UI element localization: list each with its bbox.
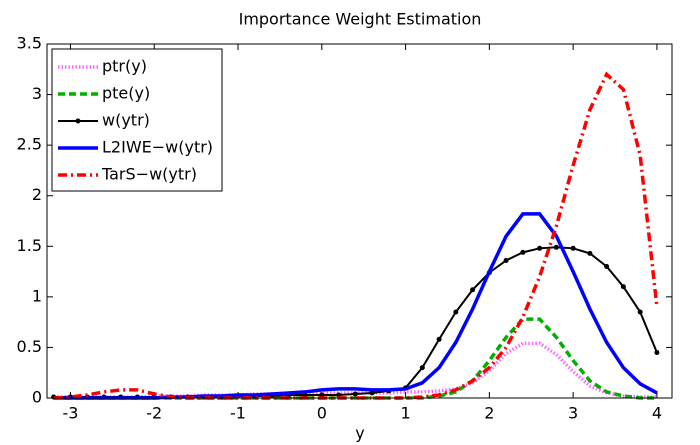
x-tick-label: 0 <box>317 404 327 423</box>
x-tick-label: -2 <box>146 404 162 423</box>
legend-label: ptr(y) <box>102 57 147 76</box>
data-point <box>637 309 643 315</box>
plot-frame <box>46 43 673 399</box>
y-tick-label: 0 <box>32 388 42 407</box>
data-line <box>53 71 659 400</box>
y-tick-label: 0.5 <box>17 337 42 356</box>
x-tick-label: 3 <box>568 404 578 423</box>
legend: ptr(y) pte(y) w(ytr) L2IWE−w(ytr) TarS−w(ytr… <box>51 48 223 192</box>
y-tick-label: 3 <box>32 84 42 103</box>
data-point <box>503 257 509 263</box>
data-point <box>604 264 610 270</box>
data-point <box>470 287 476 293</box>
x-tick-label: 4 <box>652 404 662 423</box>
legend-label: pte(y) <box>102 84 150 103</box>
data-point <box>570 245 576 251</box>
data-point <box>654 349 660 355</box>
data-point <box>319 392 325 398</box>
data-point <box>436 336 442 342</box>
y-tick-label: 3.5 <box>17 34 42 53</box>
x-tick-label: 2 <box>484 404 494 423</box>
x-tick-label: -3 <box>62 404 78 423</box>
x-axis-label: y <box>355 424 364 443</box>
y-tick-label: 2.5 <box>17 135 42 154</box>
y-tick-label: 1 <box>32 286 42 305</box>
y-tick-label: 1.5 <box>17 236 42 255</box>
data-point <box>336 392 342 398</box>
data-point <box>520 249 526 255</box>
chart-title: Importance Weight Estimation <box>239 10 482 29</box>
data-point <box>553 244 559 250</box>
data-point <box>352 391 358 397</box>
data-point <box>419 365 425 371</box>
legend-label: TarS−w(ytr) <box>101 165 197 184</box>
data-point <box>537 245 543 251</box>
data-point <box>587 250 593 256</box>
data-point <box>620 284 626 290</box>
y-tick-label: 2 <box>32 185 42 204</box>
legend-marker <box>75 118 81 124</box>
x-tick-label: -1 <box>230 404 246 423</box>
legend-label: L2IWE−w(ytr) <box>102 138 213 157</box>
data-point <box>453 309 459 315</box>
x-tick-label: 1 <box>400 404 410 423</box>
legend-label: w(ytr) <box>102 111 150 130</box>
data-point <box>369 390 375 396</box>
